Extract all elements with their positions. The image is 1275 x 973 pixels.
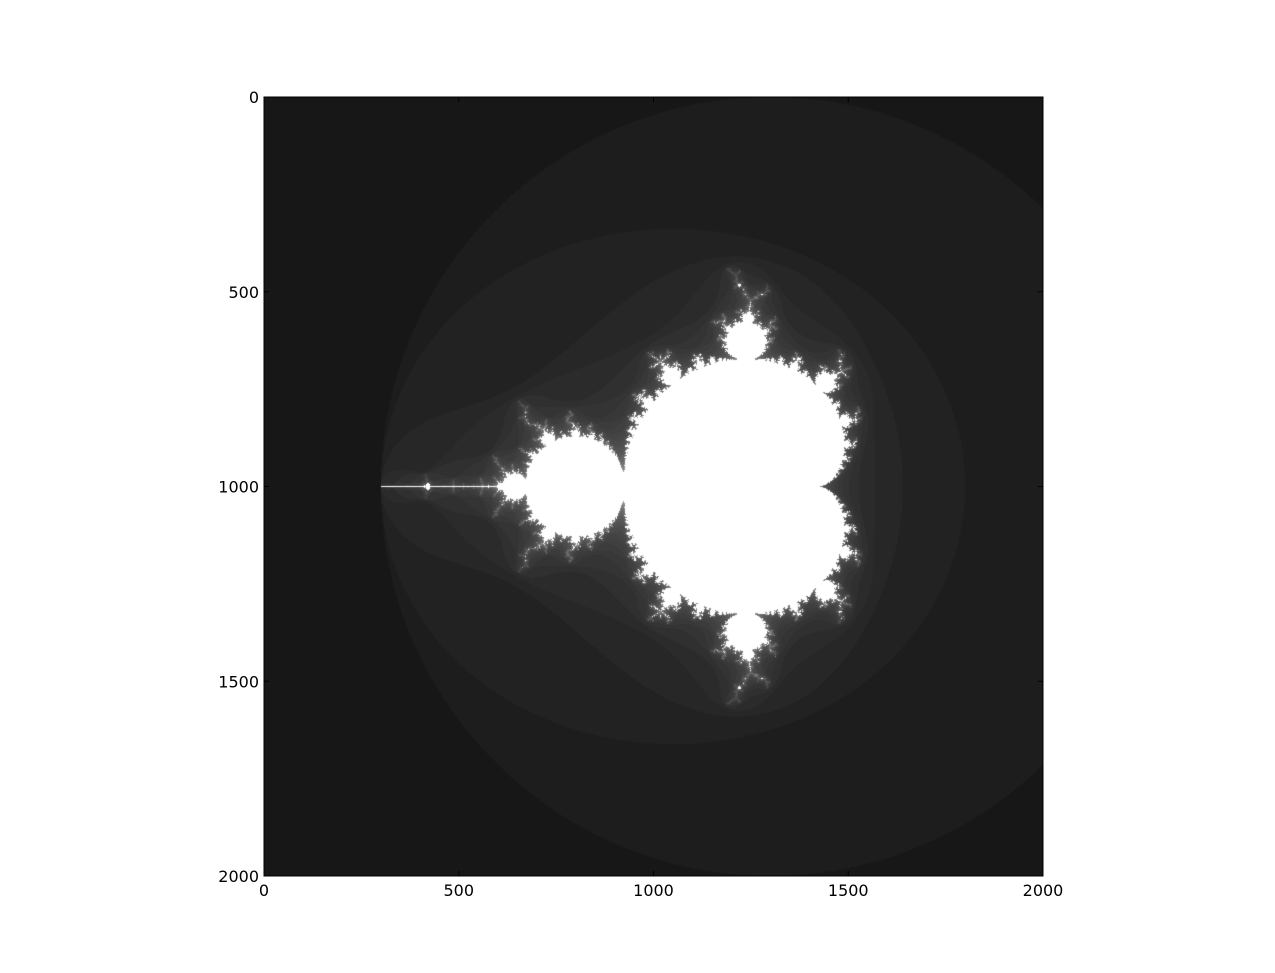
y-tick-label: 500: [228, 283, 259, 302]
y-tick-label: 0: [249, 88, 259, 107]
x-tick-label: 2000: [1023, 881, 1064, 900]
mandelbrot-image: [264, 97, 1043, 876]
x-tick-label: 1500: [828, 881, 869, 900]
x-tick-label: 500: [443, 881, 474, 900]
x-tick-label: 0: [259, 881, 269, 900]
y-tick-label: 1000: [218, 478, 259, 497]
y-tick-label: 1500: [218, 672, 259, 691]
x-axis-ticks: 0 500 1000 1500 2000: [259, 97, 1063, 900]
x-tick-label: 1000: [633, 881, 674, 900]
y-tick-label: 2000: [218, 867, 259, 886]
y-axis-ticks: 0 500 1000 1500 2000: [218, 88, 1043, 886]
axes-frame: [263, 96, 1044, 877]
